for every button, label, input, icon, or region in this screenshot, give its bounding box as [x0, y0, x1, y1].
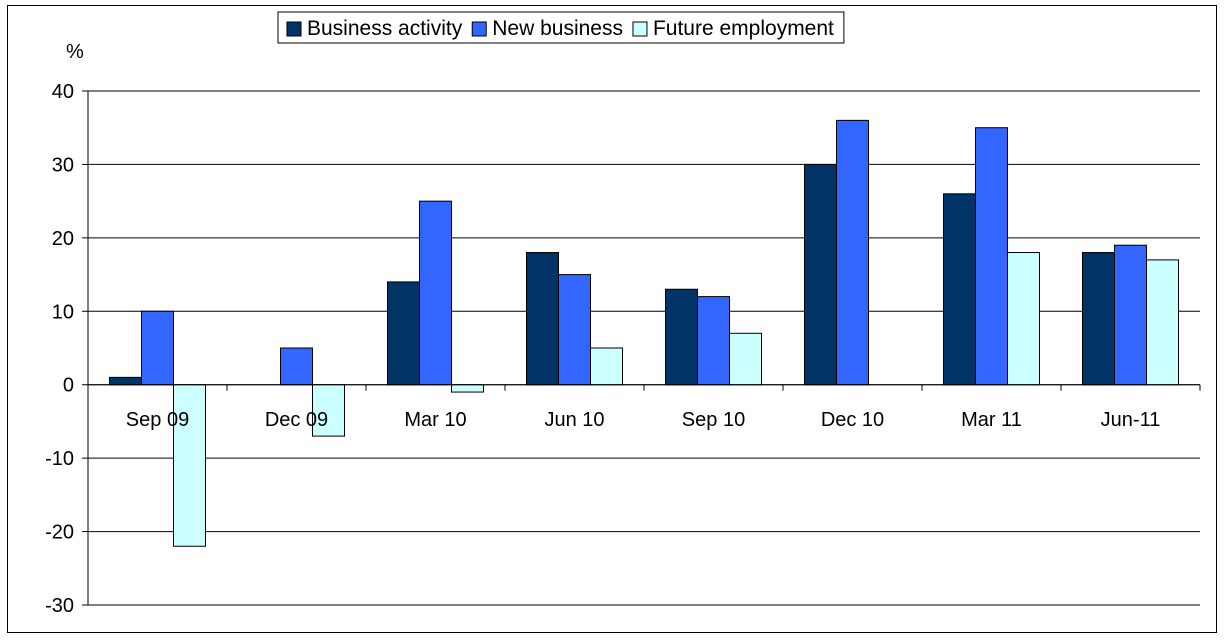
- y-tick-label: 40: [52, 81, 74, 103]
- legend-swatch: [633, 22, 647, 36]
- x-tick-label: Mar 10: [404, 409, 466, 431]
- x-tick-label: Mar 11: [961, 409, 1022, 431]
- legend: Business activity New business Future empl…: [278, 12, 844, 43]
- x-tick-label: Dec 10: [821, 409, 884, 431]
- bar-new-business: [281, 348, 313, 385]
- bar-future-employment: [1008, 253, 1040, 385]
- x-tick-label: Sep 09: [126, 409, 189, 431]
- bar-future-employment: [591, 348, 623, 385]
- bar-future-employment: [730, 333, 762, 384]
- y-tick-label: -30: [45, 595, 74, 617]
- bar-new-business: [976, 128, 1008, 385]
- y-tick-label: -20: [45, 522, 74, 544]
- x-tick-label: Sep 10: [682, 409, 745, 431]
- legend-swatch: [472, 22, 486, 36]
- y-tick-label: 10: [52, 301, 74, 323]
- y-axis-label: %: [66, 41, 84, 63]
- bar-business-activity: [388, 282, 420, 385]
- y-tick-label: 0: [63, 375, 74, 397]
- bars: [110, 120, 1179, 546]
- legend-swatch: [287, 22, 301, 36]
- bar-business-activity: [527, 253, 559, 385]
- bar-business-activity: [1083, 253, 1115, 385]
- bar-business-activity: [944, 194, 976, 385]
- y-tick-label: -10: [45, 448, 74, 470]
- bar-new-business: [420, 201, 452, 385]
- legend-label: New business: [492, 17, 623, 40]
- x-tick-label: Jun-11: [1101, 409, 1161, 431]
- legend-label: Future employment: [653, 17, 834, 40]
- bar-new-business: [837, 120, 869, 384]
- bar-new-business: [1115, 245, 1147, 385]
- bar-business-activity: [805, 164, 837, 384]
- bar-new-business: [559, 275, 591, 385]
- y-tick-label: 20: [52, 228, 74, 250]
- bar-new-business: [142, 311, 174, 384]
- bar-future-employment: [452, 385, 484, 392]
- bar-business-activity: [110, 377, 142, 384]
- bar-new-business: [698, 297, 730, 385]
- bar-business-activity: [666, 289, 698, 384]
- x-tick-label: Dec 09: [265, 409, 328, 431]
- legend-label: Business activity: [307, 17, 463, 40]
- x-tick-label: Jun 10: [544, 409, 604, 431]
- y-tick-label: 30: [52, 154, 74, 176]
- bar-future-employment: [1147, 260, 1179, 385]
